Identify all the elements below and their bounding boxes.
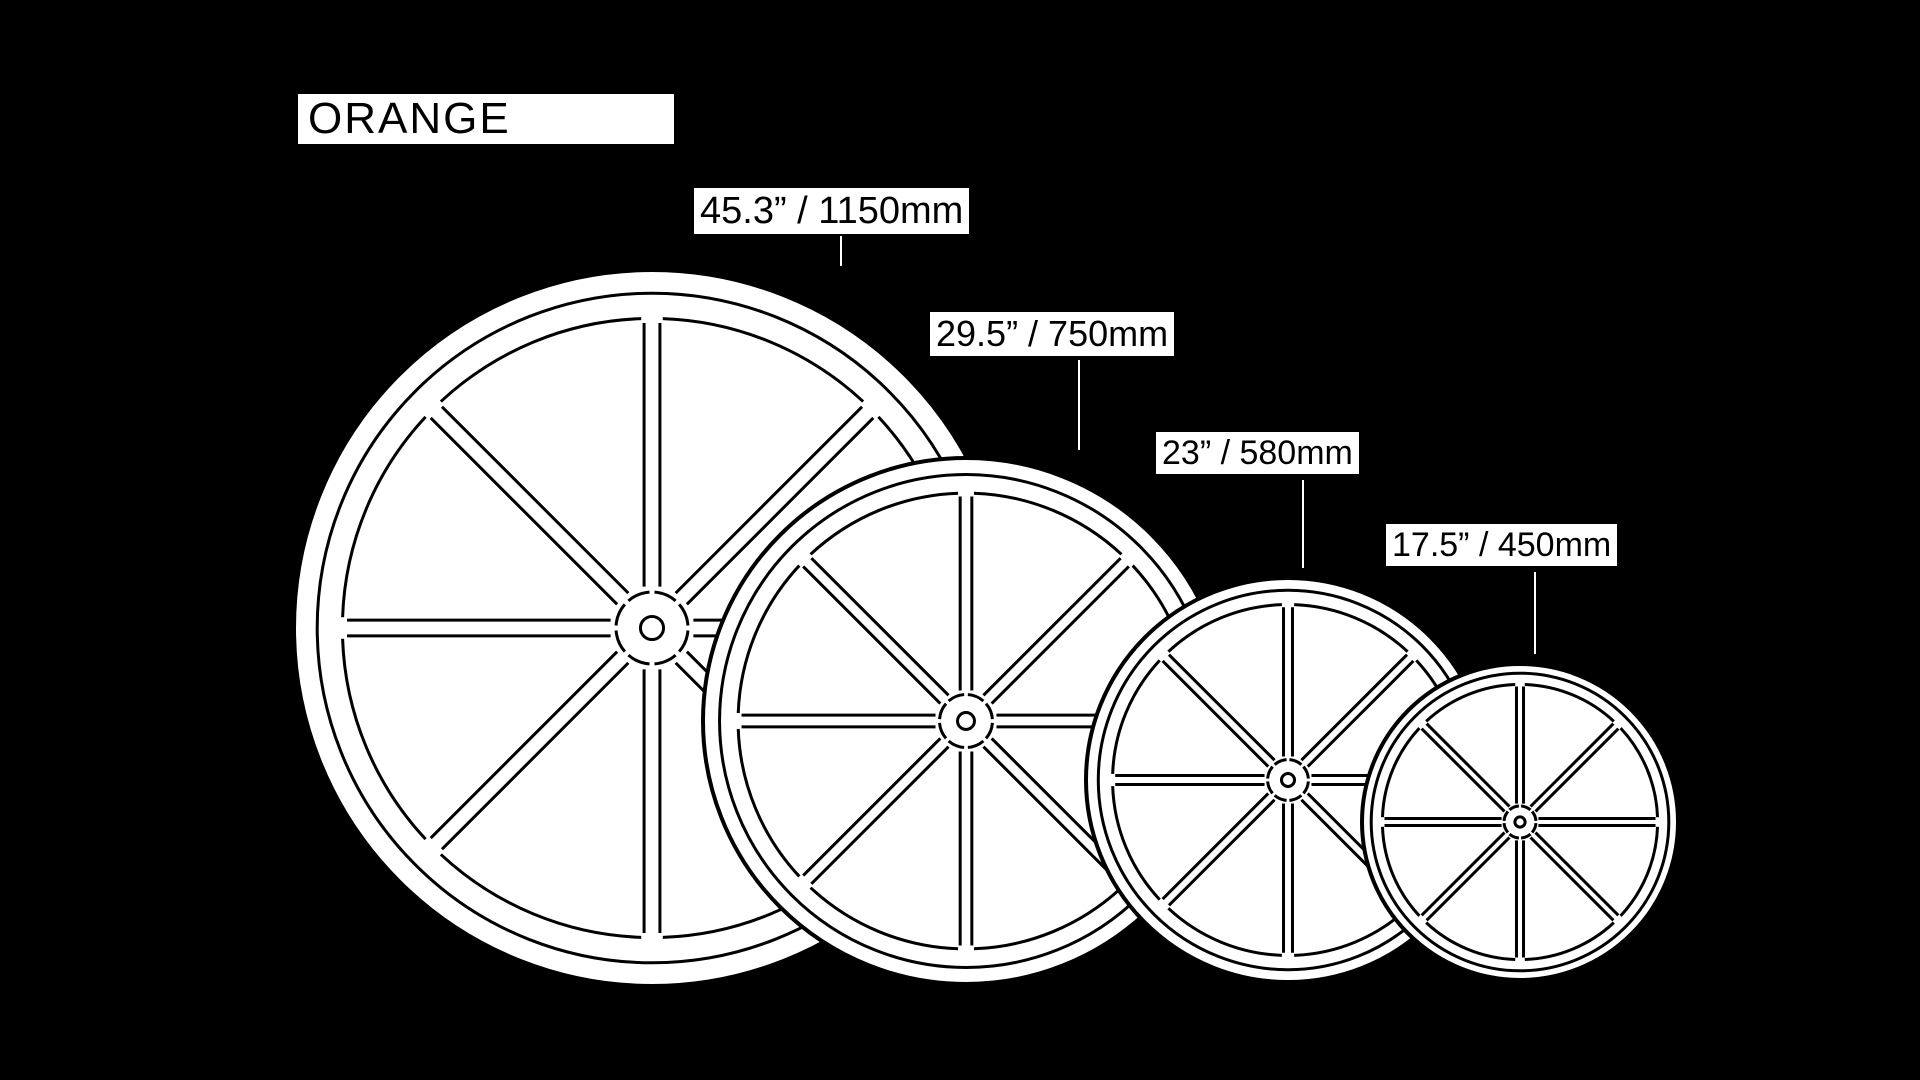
title-orange: ORANGE [298,94,674,144]
leader-line-0 [840,236,842,266]
dimension-label-2: 23” / 580mm [1156,432,1359,474]
dimension-label-0: 45.3” / 1150mm [694,188,969,234]
leader-line-2 [1302,480,1304,568]
leader-line-1 [1078,360,1080,450]
stage: ORANGE 45.3” / 1150mm 29.5” / 750mm 23” / … [0,0,1920,1080]
dimension-label-3: 17.5” / 450mm [1386,524,1617,566]
leader-line-3 [1534,572,1536,654]
wheel-3 [1360,662,1680,982]
dimension-label-1: 29.5” / 750mm [930,312,1174,356]
